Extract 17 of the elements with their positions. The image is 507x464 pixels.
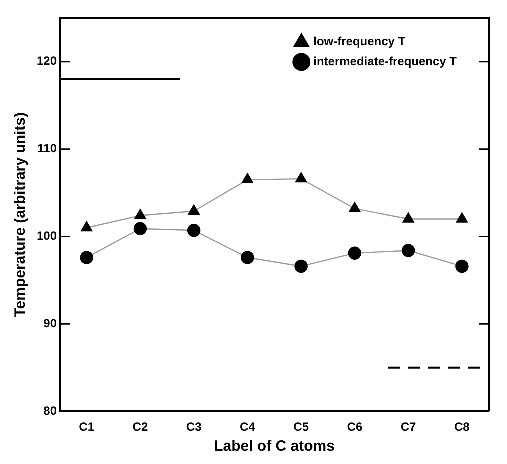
y-tick-label: 80 (44, 404, 58, 418)
x-tick-label: C2 (132, 420, 148, 434)
x-tick-label: C3 (186, 420, 202, 434)
x-tick-label: C7 (400, 420, 417, 434)
x-tick-label: C1 (79, 420, 95, 434)
y-tick-label: 110 (38, 142, 58, 156)
y-tick-label: 100 (36, 229, 58, 244)
y-tick-label: 90 (44, 316, 58, 330)
x-tick-label: C8 (454, 420, 470, 434)
x-tick-label: C6 (347, 420, 363, 434)
y-axis-title: Temperature (arbitrary units) (12, 112, 30, 318)
y-tick-label: 120 (36, 54, 58, 68)
x-tick-label: C5 (294, 420, 310, 434)
x-tick-label: C4 (240, 420, 256, 434)
legend-label: low-frequency T (314, 34, 406, 49)
legend-label: intermediate-frequency T (314, 54, 458, 69)
x-axis-title: Label of C atoms (214, 438, 335, 456)
